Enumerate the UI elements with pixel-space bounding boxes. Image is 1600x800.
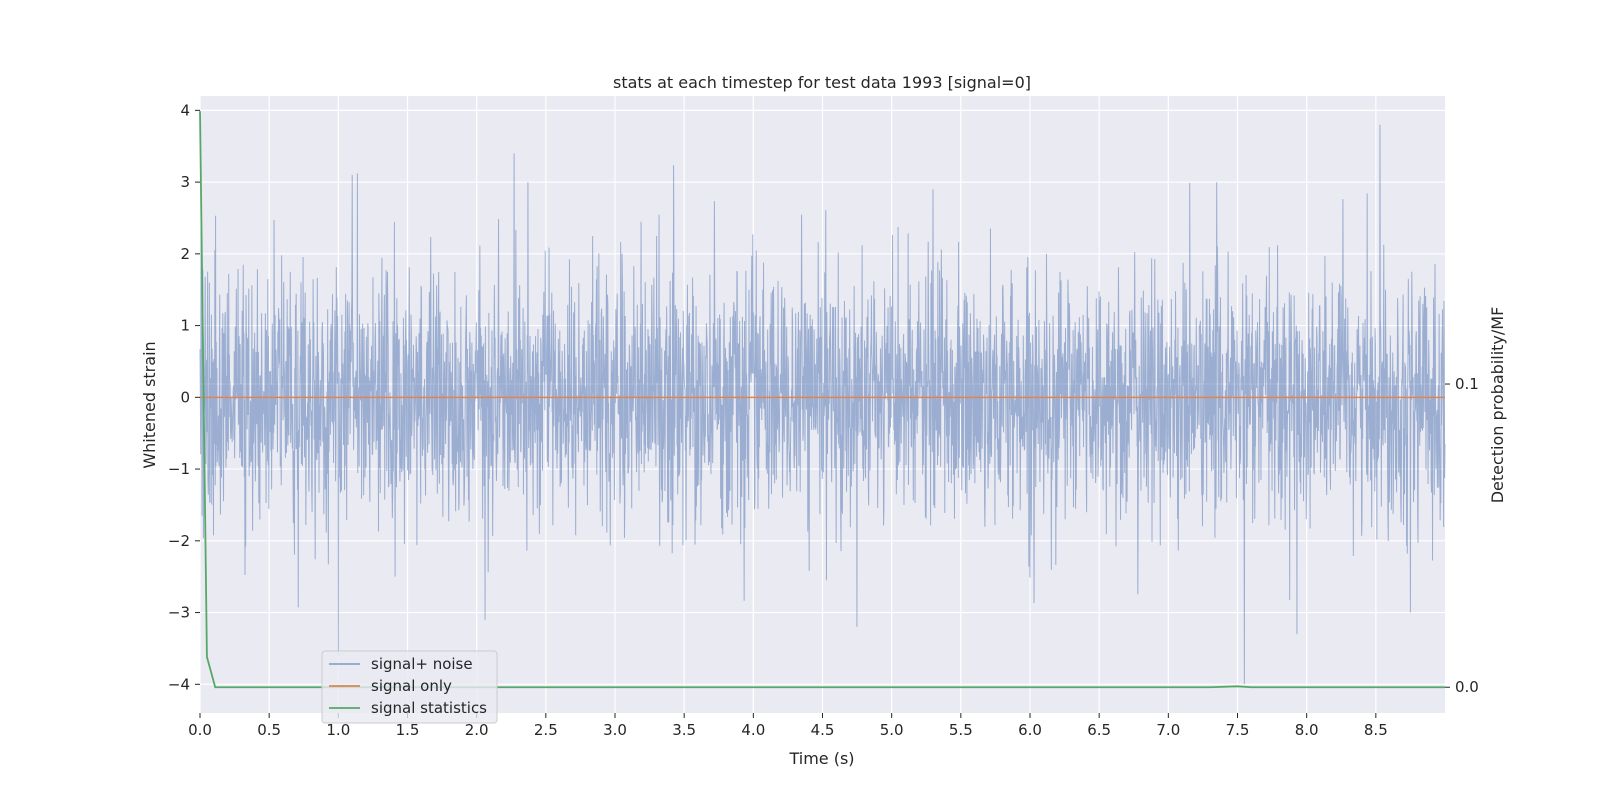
x-tick-label: 8.5 <box>1364 721 1388 739</box>
signal-plus-noise-line <box>199 124 1446 685</box>
legend-box <box>321 650 498 724</box>
x-tick-label: 0.5 <box>257 721 281 739</box>
x-axis-label: Time (s) <box>788 749 854 768</box>
x-tick-label: 1.5 <box>396 721 420 739</box>
x-tick-label: 3.0 <box>603 721 627 739</box>
y-tick-label: −3 <box>168 604 190 622</box>
x-tick-label: 7.5 <box>1226 721 1250 739</box>
x-tick-label: 2.5 <box>534 721 558 739</box>
y-tick-label: 3 <box>180 173 190 191</box>
x-tick-label: 2.0 <box>465 721 489 739</box>
y-tick-label: 0 <box>180 388 190 406</box>
chart-title: stats at each timestep for test data 199… <box>613 73 1031 92</box>
signal-plus-noise-series <box>199 124 1446 685</box>
y-tick-label: −4 <box>168 675 190 693</box>
x-tick-label: 7.0 <box>1156 721 1180 739</box>
x-tick-label: 0.0 <box>188 721 212 739</box>
x-axis-ticks: 0.0 0.5 1.0 1.5 2.0 2.5 3.0 3.5 4.0 4.5 5.0 5.5 6.0 6… <box>188 713 1388 739</box>
y2-axis-label: Detection probability/MF <box>1488 307 1507 504</box>
y-tick-label: −2 <box>168 532 190 550</box>
signal-statistics-line <box>199 111 1445 689</box>
x-tick-label: 6.5 <box>1087 721 1111 739</box>
y2-tick-label: 0.0 <box>1455 678 1479 696</box>
legend: signal+ noise signal only signal statist… <box>321 650 498 724</box>
y-axis-ticks: 4 3 2 1 0 −1 −2 −3 −4 <box>168 101 200 693</box>
y-tick-label: −1 <box>168 460 190 478</box>
x-tick-label: 1.0 <box>326 721 350 739</box>
x-tick-label: 5.5 <box>949 721 973 739</box>
x-tick-label: 6.0 <box>1018 721 1042 739</box>
x-tick-label: 3.5 <box>672 721 696 739</box>
x-tick-label: 5.0 <box>880 721 904 739</box>
y2-tick-label: 0.1 <box>1455 375 1479 393</box>
y-axis-label: Whitened strain <box>140 341 159 468</box>
other-series <box>199 111 1445 689</box>
x-tick-label: 4.5 <box>811 721 835 739</box>
y-tick-label: 1 <box>180 317 190 335</box>
legend-label-signal-plus-noise: signal+ noise <box>371 655 473 673</box>
x-tick-label: 8.0 <box>1295 721 1319 739</box>
legend-label-signal-only: signal only <box>371 677 452 695</box>
y-tick-label: 4 <box>180 101 190 119</box>
legend-label-signal-statistics: signal statistics <box>371 699 487 717</box>
y2-axis-ticks: 0.1 0.0 <box>1445 375 1479 696</box>
x-tick-label: 4.0 <box>741 721 765 739</box>
y-tick-label: 2 <box>180 245 190 263</box>
